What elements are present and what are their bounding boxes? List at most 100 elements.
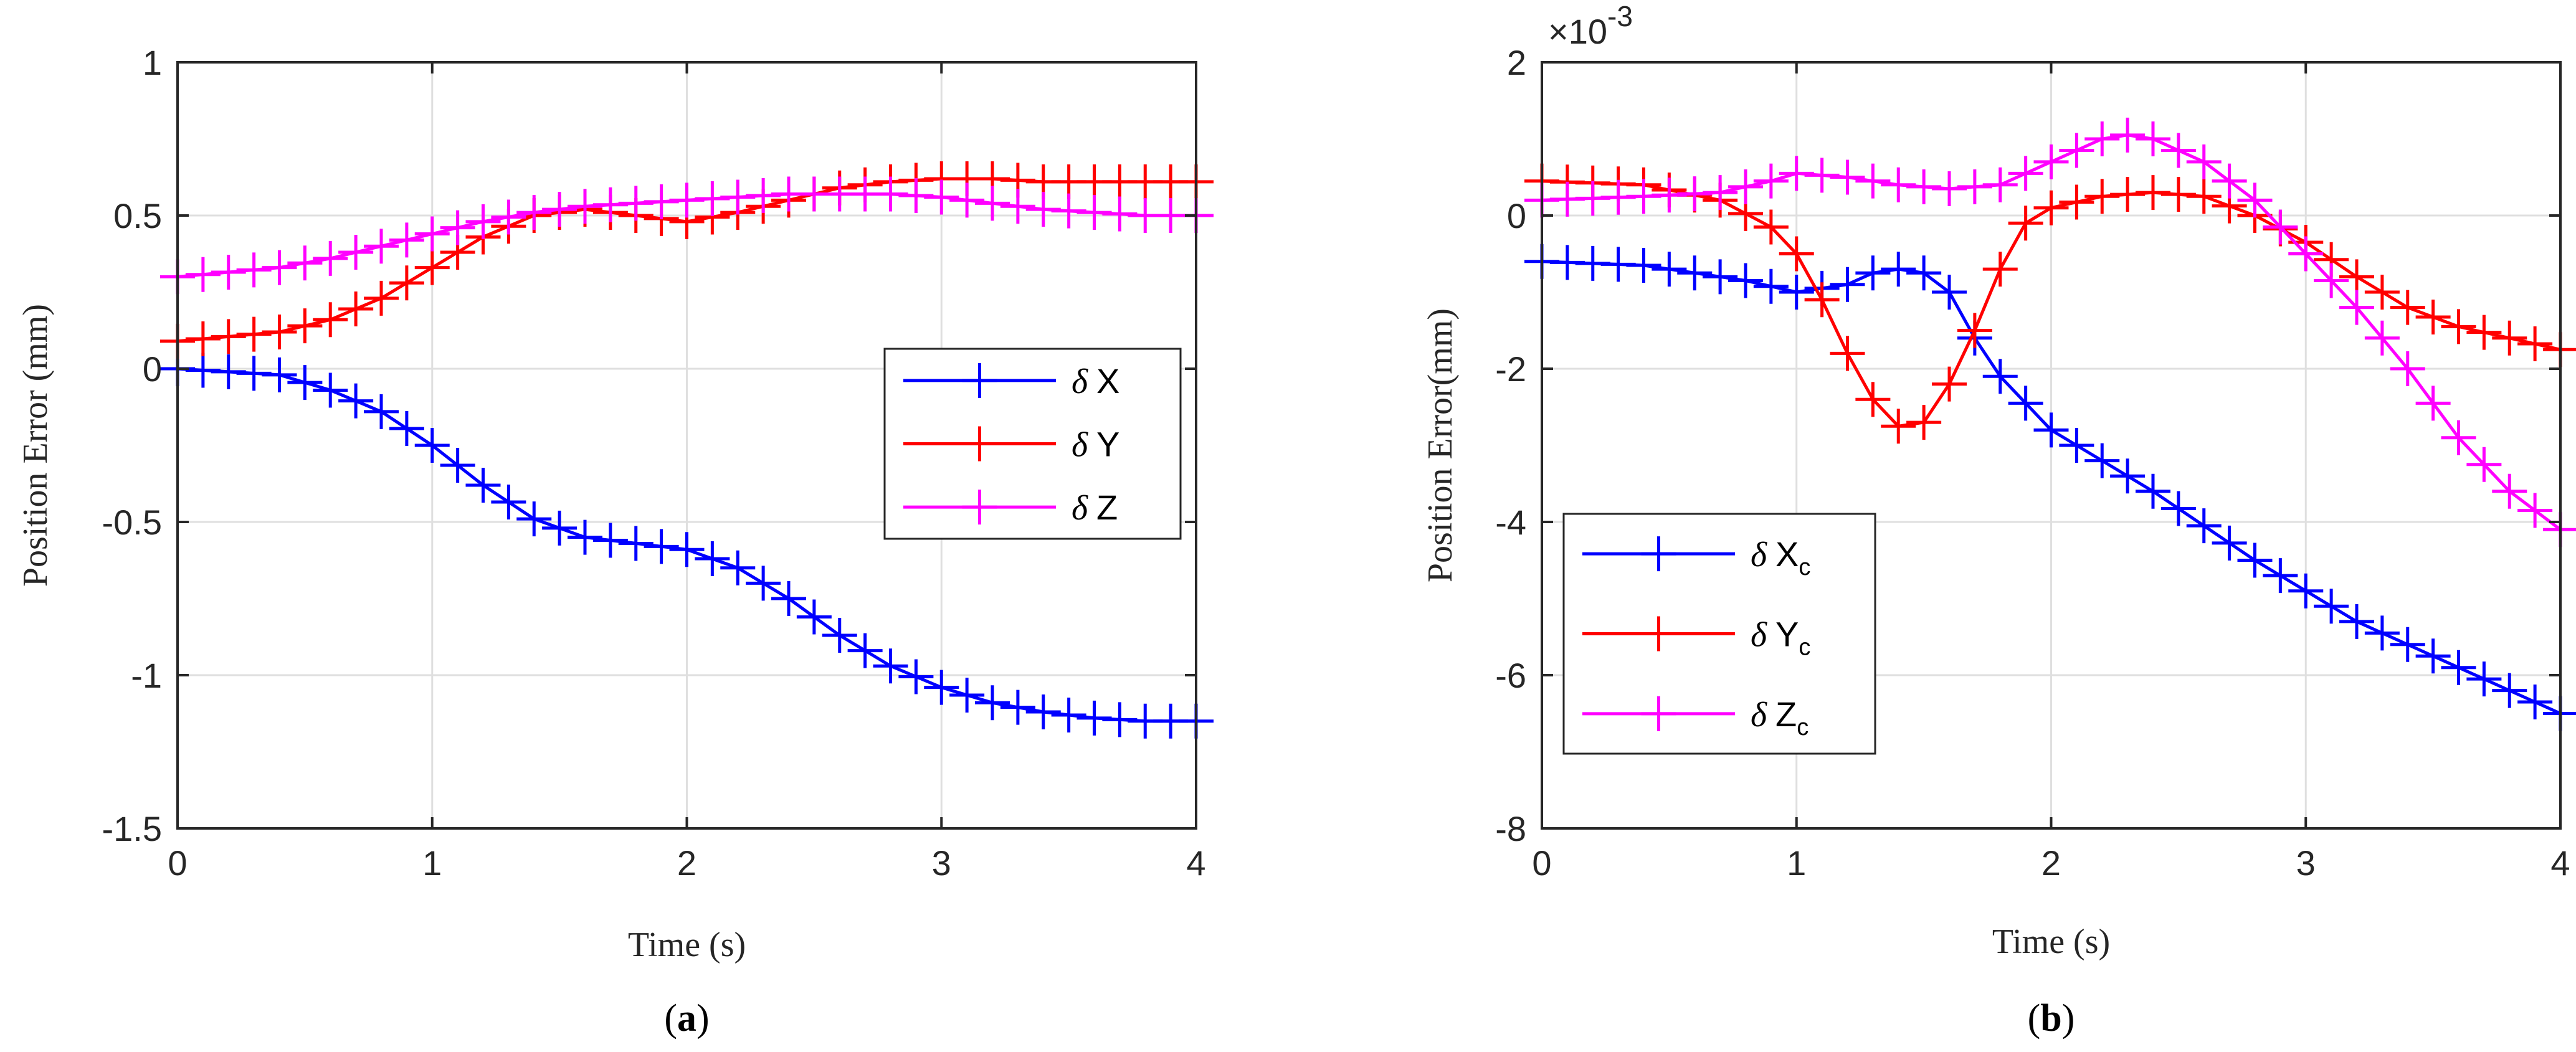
panel-b-series-2-marker (2008, 156, 2043, 191)
panel-a-x-tick-label: 0 (168, 843, 187, 883)
panel-a-series-1-marker (262, 314, 297, 349)
panel-b-series-1-marker (2110, 177, 2146, 212)
panel-b-label: (b) (2028, 997, 2075, 1040)
panel-a-series-0-marker (262, 357, 297, 392)
panel-a-x-axis-label: Time (s) (628, 926, 746, 964)
panel-b-series-2-marker (1830, 159, 1865, 195)
panel-b-series-2-marker (2059, 133, 2094, 168)
panel-b-y-tick-label: 2 (1507, 43, 1526, 82)
panel-b-series-0-marker (2110, 458, 2146, 494)
panel-b-series-2-marker (2212, 163, 2247, 199)
panel-a-series-0-marker (771, 581, 806, 616)
panel-a-y-tick-label: -0.5 (102, 503, 163, 542)
panel-b-series-2-marker (2314, 263, 2349, 298)
panel-b-series-0-marker (1855, 255, 1891, 291)
panel-a-series-0-marker (873, 648, 908, 684)
panel-a-y-tick-label: 0.5 (113, 196, 162, 235)
panel-a-series-0-marker (287, 365, 323, 400)
panel-b-series-0-marker (2390, 627, 2425, 662)
panel-b-series-1-marker (2492, 320, 2527, 356)
panel-a-series-0-marker (669, 532, 705, 567)
panel-a-y-axis-label: Position Error (mm) (16, 304, 55, 587)
panel-b-series-2-marker (2415, 386, 2451, 421)
panel-a-series-2-marker (338, 235, 374, 270)
panel-b-y-tick-label: -4 (1495, 503, 1526, 542)
panel-a-y-tick-label: -1 (131, 656, 162, 695)
panel-b-x-axis-label: Time (s) (1992, 922, 2110, 961)
panel-a-series-2-marker (313, 240, 348, 276)
panel-a-series-2-marker (211, 255, 246, 290)
panel-a-series-2 (160, 176, 1214, 295)
panel-b-series-0-marker (1626, 247, 1661, 283)
panel-b-series-2-marker (2136, 121, 2170, 156)
panel-a-series-2-marker (414, 216, 450, 252)
panel-b-series-0-marker (2339, 604, 2374, 639)
panel-b-series-0-marker (1652, 252, 1687, 287)
panel-b-series-1-marker (1982, 252, 2018, 287)
panel-a-series-2-marker (465, 204, 501, 239)
panel-b-series-0-marker (1982, 359, 2018, 394)
panel-a-series-1-marker (211, 319, 246, 354)
panel-b-series-1-marker (2517, 326, 2553, 362)
panel-b-series-2 (1524, 117, 2576, 547)
panel-a-series-2-marker (949, 182, 985, 218)
panel-b-series-2-marker (2339, 290, 2374, 325)
panel-b-series-0-marker (2084, 443, 2120, 478)
panel-a-series-0-marker (440, 447, 475, 483)
panel-b-series-1-marker (1906, 405, 1942, 440)
panel-b-series-1-marker (2339, 259, 2374, 295)
panel-b-series-0-marker (2492, 673, 2527, 708)
panel-a-series-2-marker (516, 195, 552, 230)
panel-a-series-2-marker (364, 229, 399, 264)
panel-a-y-tick-label: 0 (143, 349, 162, 389)
panel-a-series-0-marker (338, 383, 374, 419)
panel-a-x-tick-label: 3 (932, 843, 951, 883)
panel-a-legend-marker-0 (962, 363, 997, 398)
panel-b-series-0-marker (2263, 558, 2298, 594)
panel-b-series-2-marker (2441, 420, 2476, 455)
panel-b-series-0-marker (1779, 275, 1814, 310)
panel-b-series-0-marker (2288, 573, 2324, 609)
panel-b-series-2-marker (1804, 158, 1840, 193)
panel-b-legend-marker-1 (1641, 616, 1676, 652)
panel-a-series-0-marker (949, 677, 985, 713)
panel-a-series-1-marker (338, 291, 374, 327)
panel-a-series-0-marker (720, 550, 756, 585)
panel-a-series-0-marker (465, 467, 501, 503)
panel-a-series-0-marker (695, 541, 730, 577)
panel-a-series-1-marker (185, 321, 221, 357)
panel-b-series-1-marker (1804, 282, 1840, 318)
panel-b-legend-label-2: δ Zc (1751, 694, 1808, 741)
panel-b-series-2-marker (1982, 167, 2018, 202)
panel-b-series-2-marker (2237, 182, 2273, 218)
panel-b-x-tick-label: 0 (1532, 843, 1551, 883)
panel-a-series-2-marker (542, 192, 577, 227)
panel-b-series-0-marker (2033, 412, 2069, 448)
panel-b-series-1-marker (2186, 179, 2222, 214)
panel-a-series-2-marker (287, 245, 323, 281)
panel-a-series-0-marker (1000, 689, 1035, 725)
panel-b-series-0-marker (2517, 685, 2553, 720)
panel-b-series-2-marker (2517, 493, 2553, 528)
panel-a-series-2-marker (924, 179, 959, 215)
panel-a-y-tick-label: -1.5 (102, 809, 163, 848)
panel-b-series-1-marker (2441, 309, 2476, 344)
panel-a-series-0-marker (796, 599, 832, 635)
panel-b-series-0-marker (2160, 491, 2196, 526)
panel-a-legend: δ X δ Y δ Z (883, 348, 1182, 540)
panel-b-series-1-marker (2084, 179, 2120, 214)
panel-a-series-1-marker (364, 280, 399, 316)
panel-b-series-2-marker (2390, 351, 2425, 386)
panel-b-x-tick-label: 2 (2041, 843, 2061, 883)
panel-b-series-0-marker (2364, 615, 2400, 651)
panel-a-series-0-marker (644, 529, 679, 564)
panel-a-legend-marker-2 (962, 490, 997, 525)
panel-b-y-tick-label: 0 (1507, 196, 1526, 235)
panel-b: 0 1 2 3 4 2 0 -2 -4 -6 -8 ×10-3 Time (s) Position Err… (1421, 0, 2576, 1040)
panel-a-series-0-marker (364, 394, 399, 429)
panel-b-series-0-marker (1753, 268, 1789, 304)
panel-a-legend-label-2: δ Z (1072, 488, 1118, 528)
panel-b-series-2-marker (2160, 133, 2196, 168)
panel-b-series-1-marker (2136, 175, 2170, 211)
panel-a-series-2-marker (491, 199, 526, 235)
